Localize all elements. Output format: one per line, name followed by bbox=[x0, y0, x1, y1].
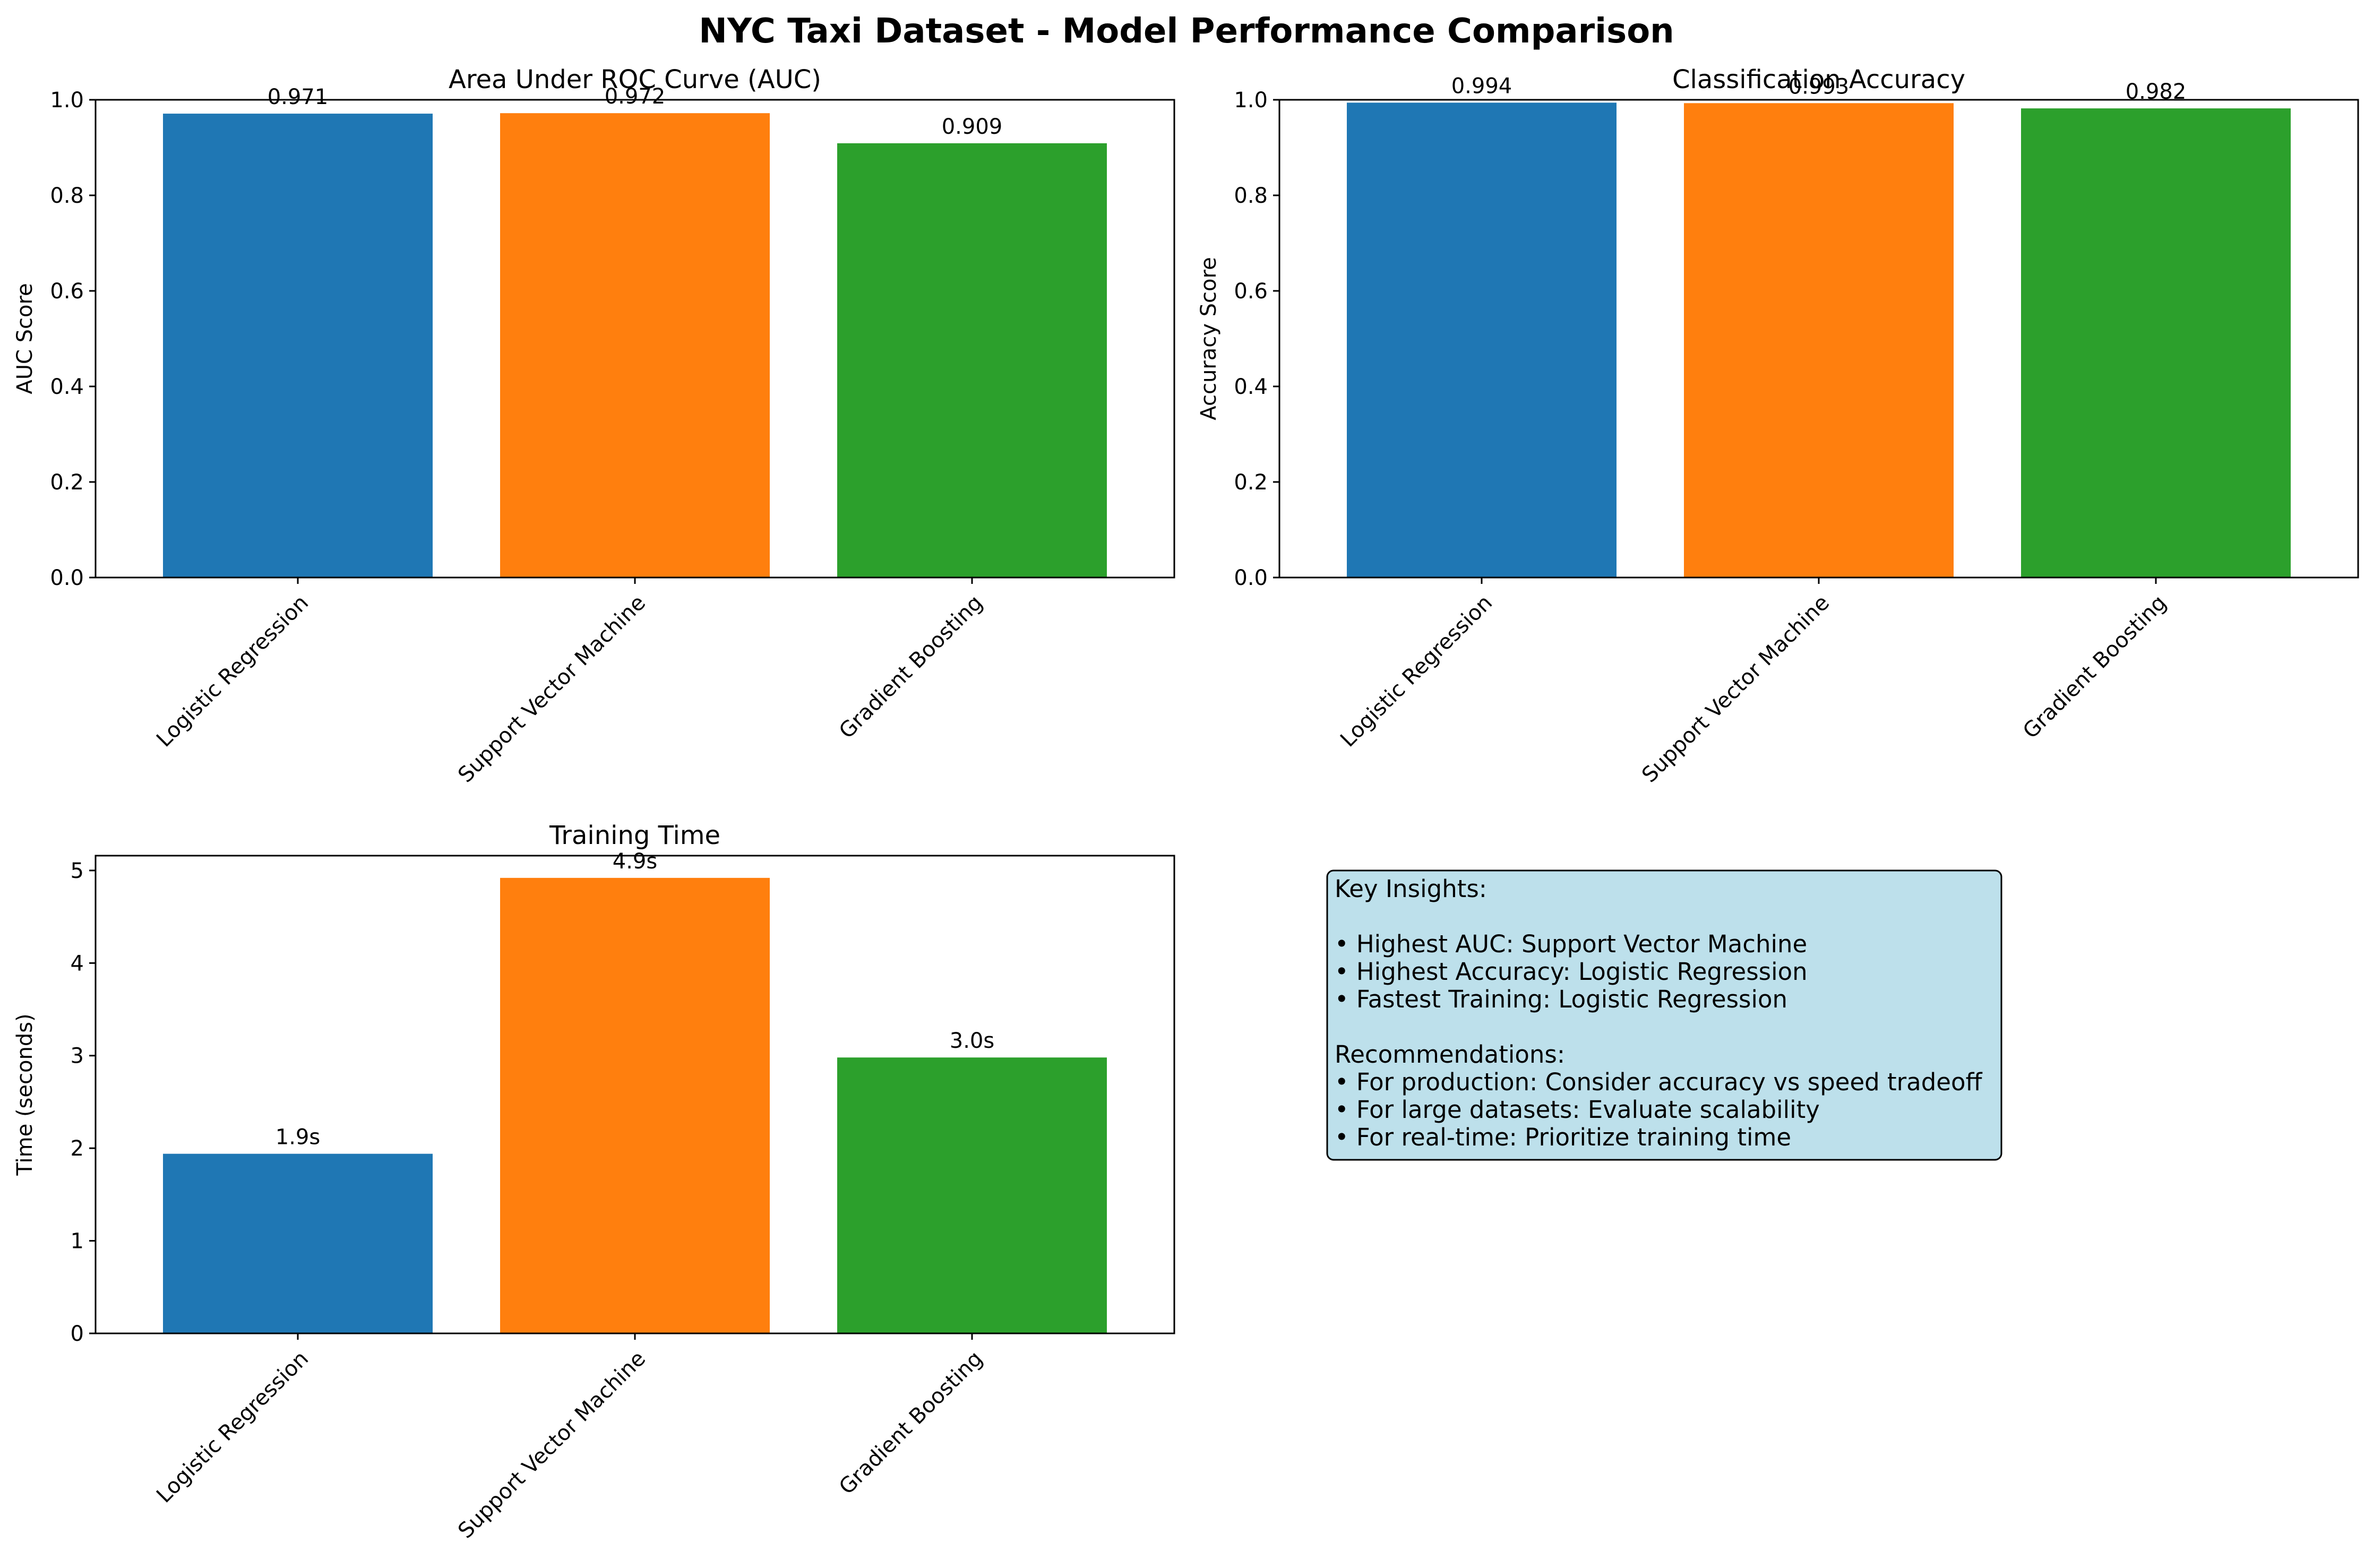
y-tick-label: 0.0 bbox=[50, 566, 84, 590]
y-tick-label: 0.4 bbox=[50, 375, 84, 399]
data-label: 0.909 bbox=[942, 115, 1003, 139]
x-tick-label: Logistic Regression bbox=[152, 591, 313, 752]
x-tick-label: Support Vector Machine bbox=[453, 591, 650, 788]
bar bbox=[163, 114, 433, 578]
bar bbox=[1684, 103, 1954, 578]
y-tick-label: 0.6 bbox=[50, 279, 84, 304]
y-tick-label: 5 bbox=[71, 859, 84, 883]
x-tick-label: Support Vector Machine bbox=[1637, 591, 1834, 788]
y-tick-label: 0 bbox=[71, 1322, 84, 1346]
bar bbox=[837, 1057, 1107, 1333]
chart-title: Classification Accuracy bbox=[1672, 65, 1965, 94]
x-tick-label: Gradient Boosting bbox=[835, 591, 987, 744]
insight-line: • For production: Consider accuracy vs s… bbox=[1335, 1068, 1983, 1096]
insight-line: Recommendations: bbox=[1335, 1040, 1565, 1069]
y-axis-label: Accuracy Score bbox=[1197, 257, 1221, 420]
y-axis-label: Time (seconds) bbox=[13, 1013, 37, 1176]
data-label: 0.993 bbox=[1789, 74, 1850, 99]
chart-title: Area Under ROC Curve (AUC) bbox=[449, 65, 821, 94]
bar bbox=[837, 143, 1107, 578]
data-label: 0.971 bbox=[268, 85, 329, 109]
y-tick-label: 0.6 bbox=[1234, 279, 1268, 304]
chart-title: Training Time bbox=[549, 821, 720, 850]
insight-line: Key Insights: bbox=[1335, 875, 1487, 903]
chart-accuracy: 0.994 0.993 0.9820.00.20.40.60.81.0Logisti… bbox=[1197, 65, 2359, 788]
y-tick-label: 1 bbox=[71, 1229, 84, 1254]
insights-box: Key Insights: • Highest AUC: Support Vect… bbox=[1326, 869, 2002, 1161]
chart-auc: 0.971 0.972 0.909 0.0 0.2 0.4 0.6 0.8 1.0 Logisti… bbox=[13, 65, 1175, 788]
x-tick-label: Support Vector Machine bbox=[453, 1347, 650, 1544]
y-tick-label: 4 bbox=[71, 951, 84, 976]
x-tick-label: Logistic Regression bbox=[152, 1347, 313, 1508]
insight-line: • For large datasets: Evaluate scalabili… bbox=[1335, 1096, 1820, 1124]
y-tick-label: 0.2 bbox=[50, 470, 84, 495]
x-tick-label: Gradient Boosting bbox=[835, 1347, 987, 1500]
bar bbox=[500, 877, 770, 1333]
y-tick-label: 1.0 bbox=[50, 88, 84, 113]
y-tick-label: 2 bbox=[71, 1136, 84, 1161]
bar bbox=[2021, 108, 2291, 578]
data-label: 4.9s bbox=[613, 849, 657, 874]
insight-line: • Highest AUC: Support Vector Machine bbox=[1335, 930, 1807, 958]
data-label: 3.0s bbox=[950, 1029, 994, 1053]
y-tick-label: 1.0 bbox=[1234, 88, 1268, 113]
figure-title: NYC Taxi Dataset - Model Performance Com… bbox=[699, 12, 1674, 51]
data-label: 0.994 bbox=[1451, 74, 1512, 98]
data-label: 0.972 bbox=[605, 84, 666, 109]
y-tick-label: 3 bbox=[71, 1044, 84, 1069]
data-label: 1.9s bbox=[276, 1125, 320, 1150]
insights-background bbox=[1326, 869, 2002, 1161]
chart-training-time: 1.9s 4.9s 3.0s 0 1 2 3 4 5 Logistic Regression Sup… bbox=[13, 821, 1175, 1544]
y-tick-label: 0.0 bbox=[1234, 566, 1268, 590]
insight-line: • Fastest Training: Logistic Regression bbox=[1335, 985, 1787, 1013]
x-tick-label: Logistic Regression bbox=[1336, 591, 1497, 752]
y-tick-label: 0.2 bbox=[1234, 470, 1268, 495]
y-tick-label: 0.8 bbox=[1234, 184, 1268, 208]
y-axis-label: AUC Score bbox=[13, 283, 37, 394]
bar bbox=[500, 113, 770, 578]
y-tick-label: 0.4 bbox=[1234, 375, 1268, 399]
y-tick-label: 0.8 bbox=[50, 184, 84, 208]
bar bbox=[163, 1153, 433, 1333]
bar bbox=[1347, 102, 1617, 578]
insight-line: • For real-time: Prioritize training tim… bbox=[1335, 1123, 1791, 1151]
insight-line: • Highest Accuracy: Logistic Regression bbox=[1335, 958, 1808, 986]
x-tick-label: Gradient Boosting bbox=[2018, 591, 2171, 744]
